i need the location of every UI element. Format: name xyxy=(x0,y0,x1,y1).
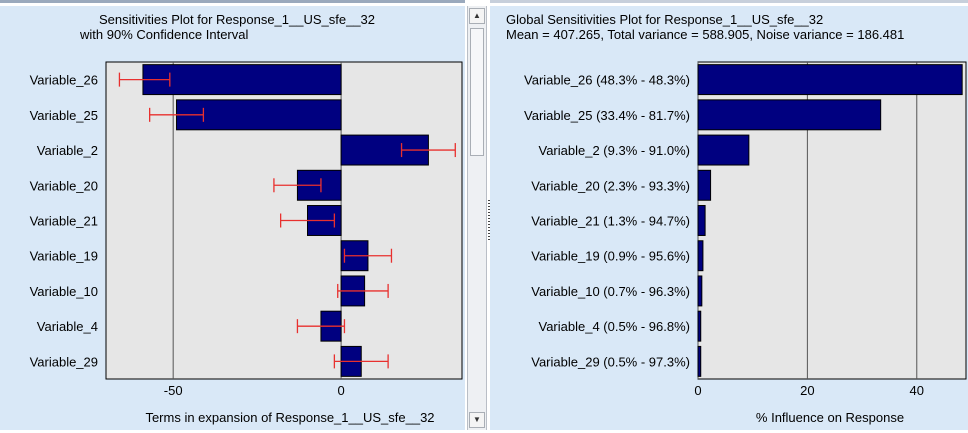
right-category-label-1: Variable_25 (33.4% - 81.7%) xyxy=(524,108,690,123)
left-error-bar-0 xyxy=(118,72,171,87)
sensitivities-chart: Sensitivities Plot for Response_1__US_sf… xyxy=(30,12,463,425)
right-bar-6 xyxy=(697,275,703,307)
right-tick-label-1: 20 xyxy=(800,383,814,398)
left-error-bar-5 xyxy=(343,248,393,263)
left-x-axis-label: Terms in expansion of Response_1__US_sfe… xyxy=(145,410,434,425)
left-error-bar-8 xyxy=(333,354,389,369)
right-category-label-0: Variable_26 (48.3% - 48.3%) xyxy=(524,73,690,88)
left-category-label-4: Variable_21 xyxy=(30,214,98,229)
left-error-bars xyxy=(118,72,456,369)
right-category-label-7: Variable_4 (0.5% - 96.8%) xyxy=(538,319,690,334)
right-category-label-6: Variable_10 (0.7% - 96.3%) xyxy=(531,284,690,299)
left-error-bar-1 xyxy=(149,107,205,122)
left-category-label-3: Variable_20 xyxy=(30,178,98,193)
left-category-label-2: Variable_2 xyxy=(37,143,98,158)
right-category-label-4: Variable_21 (1.3% - 94.7%) xyxy=(531,214,690,229)
left-bars xyxy=(142,64,429,377)
right-bars xyxy=(697,64,963,377)
left-category-label-6: Variable_10 xyxy=(30,284,98,299)
left-tick-labels: -50 0 xyxy=(164,383,345,398)
right-bar-7 xyxy=(697,310,702,342)
left-category-label-1: Variable_25 xyxy=(30,108,98,123)
right-title-line2: Mean = 407.265, Total variance = 588.905… xyxy=(506,27,904,42)
right-bar-3 xyxy=(697,169,712,201)
right-pane-edge xyxy=(490,0,968,3)
right-category-label-2: Variable_2 (9.3% - 91.0%) xyxy=(538,143,690,158)
right-tick-label-0: 0 xyxy=(694,383,701,398)
right-category-label-5: Variable_19 (0.9% - 95.6%) xyxy=(531,249,690,264)
left-error-bar-6 xyxy=(337,283,389,298)
right-bar-5 xyxy=(697,240,704,272)
top-strip xyxy=(0,0,968,8)
left-title-line2: with 90% Confidence Interval xyxy=(79,27,248,42)
left-error-bar-3 xyxy=(273,178,322,193)
left-category-label-0: Variable_26 xyxy=(30,73,98,88)
right-title-line1: Global Sensitivities Plot for Response_1… xyxy=(506,12,823,27)
left-tick-label-1: 0 xyxy=(337,383,344,398)
left-category-label-8: Variable_29 xyxy=(30,354,98,369)
sensitivities-panel: Sensitivities Plot for Response_1__US_sf… xyxy=(0,6,465,430)
right-tick-label-2: 40 xyxy=(910,383,924,398)
right-bar-4 xyxy=(697,205,706,236)
right-x-axis-label: % Influence on Response xyxy=(756,410,904,425)
left-bar-0 xyxy=(142,64,342,96)
right-category-label-3: Variable_20 (2.3% - 93.3%) xyxy=(531,178,690,193)
left-error-bar-4 xyxy=(279,213,336,228)
vertical-scrollbar[interactable]: ▲ ▼ xyxy=(467,6,487,430)
left-title-line1: Sensitivities Plot for Response_1__US_sf… xyxy=(99,12,375,27)
left-error-bar-7 xyxy=(296,319,346,334)
scroll-up-arrow-icon[interactable]: ▲ xyxy=(469,8,485,24)
right-tick-labels: 0 20 40 xyxy=(694,383,924,398)
left-pane-edge xyxy=(0,0,465,3)
right-category-label-8: Variable_29 (0.5% - 97.3%) xyxy=(531,354,690,369)
scrollbar-thumb[interactable] xyxy=(470,28,484,156)
left-error-bar-2 xyxy=(400,143,456,158)
pane-splitter-grip-icon[interactable] xyxy=(488,200,490,240)
left-category-labels: Variable_26 Variable_25 Variable_2 Variable… xyxy=(30,73,98,370)
left-category-label-7: Variable_4 xyxy=(37,319,98,334)
global-sensitivities-chart: Global Sensitivities Plot for Response_1… xyxy=(506,12,967,425)
left-tick-label-0: -50 xyxy=(164,383,183,398)
right-bar-0 xyxy=(697,64,963,96)
right-bar-1 xyxy=(697,99,882,131)
right-bar-2 xyxy=(697,134,750,166)
left-category-label-5: Variable_19 xyxy=(30,249,98,264)
right-bar-8 xyxy=(697,345,702,377)
scroll-down-arrow-icon[interactable]: ▼ xyxy=(469,412,485,428)
right-category-labels: Variable_26 (48.3% - 48.3%) Variable_25 (… xyxy=(524,73,690,370)
global-sensitivities-panel: Global Sensitivities Plot for Response_1… xyxy=(490,6,968,430)
